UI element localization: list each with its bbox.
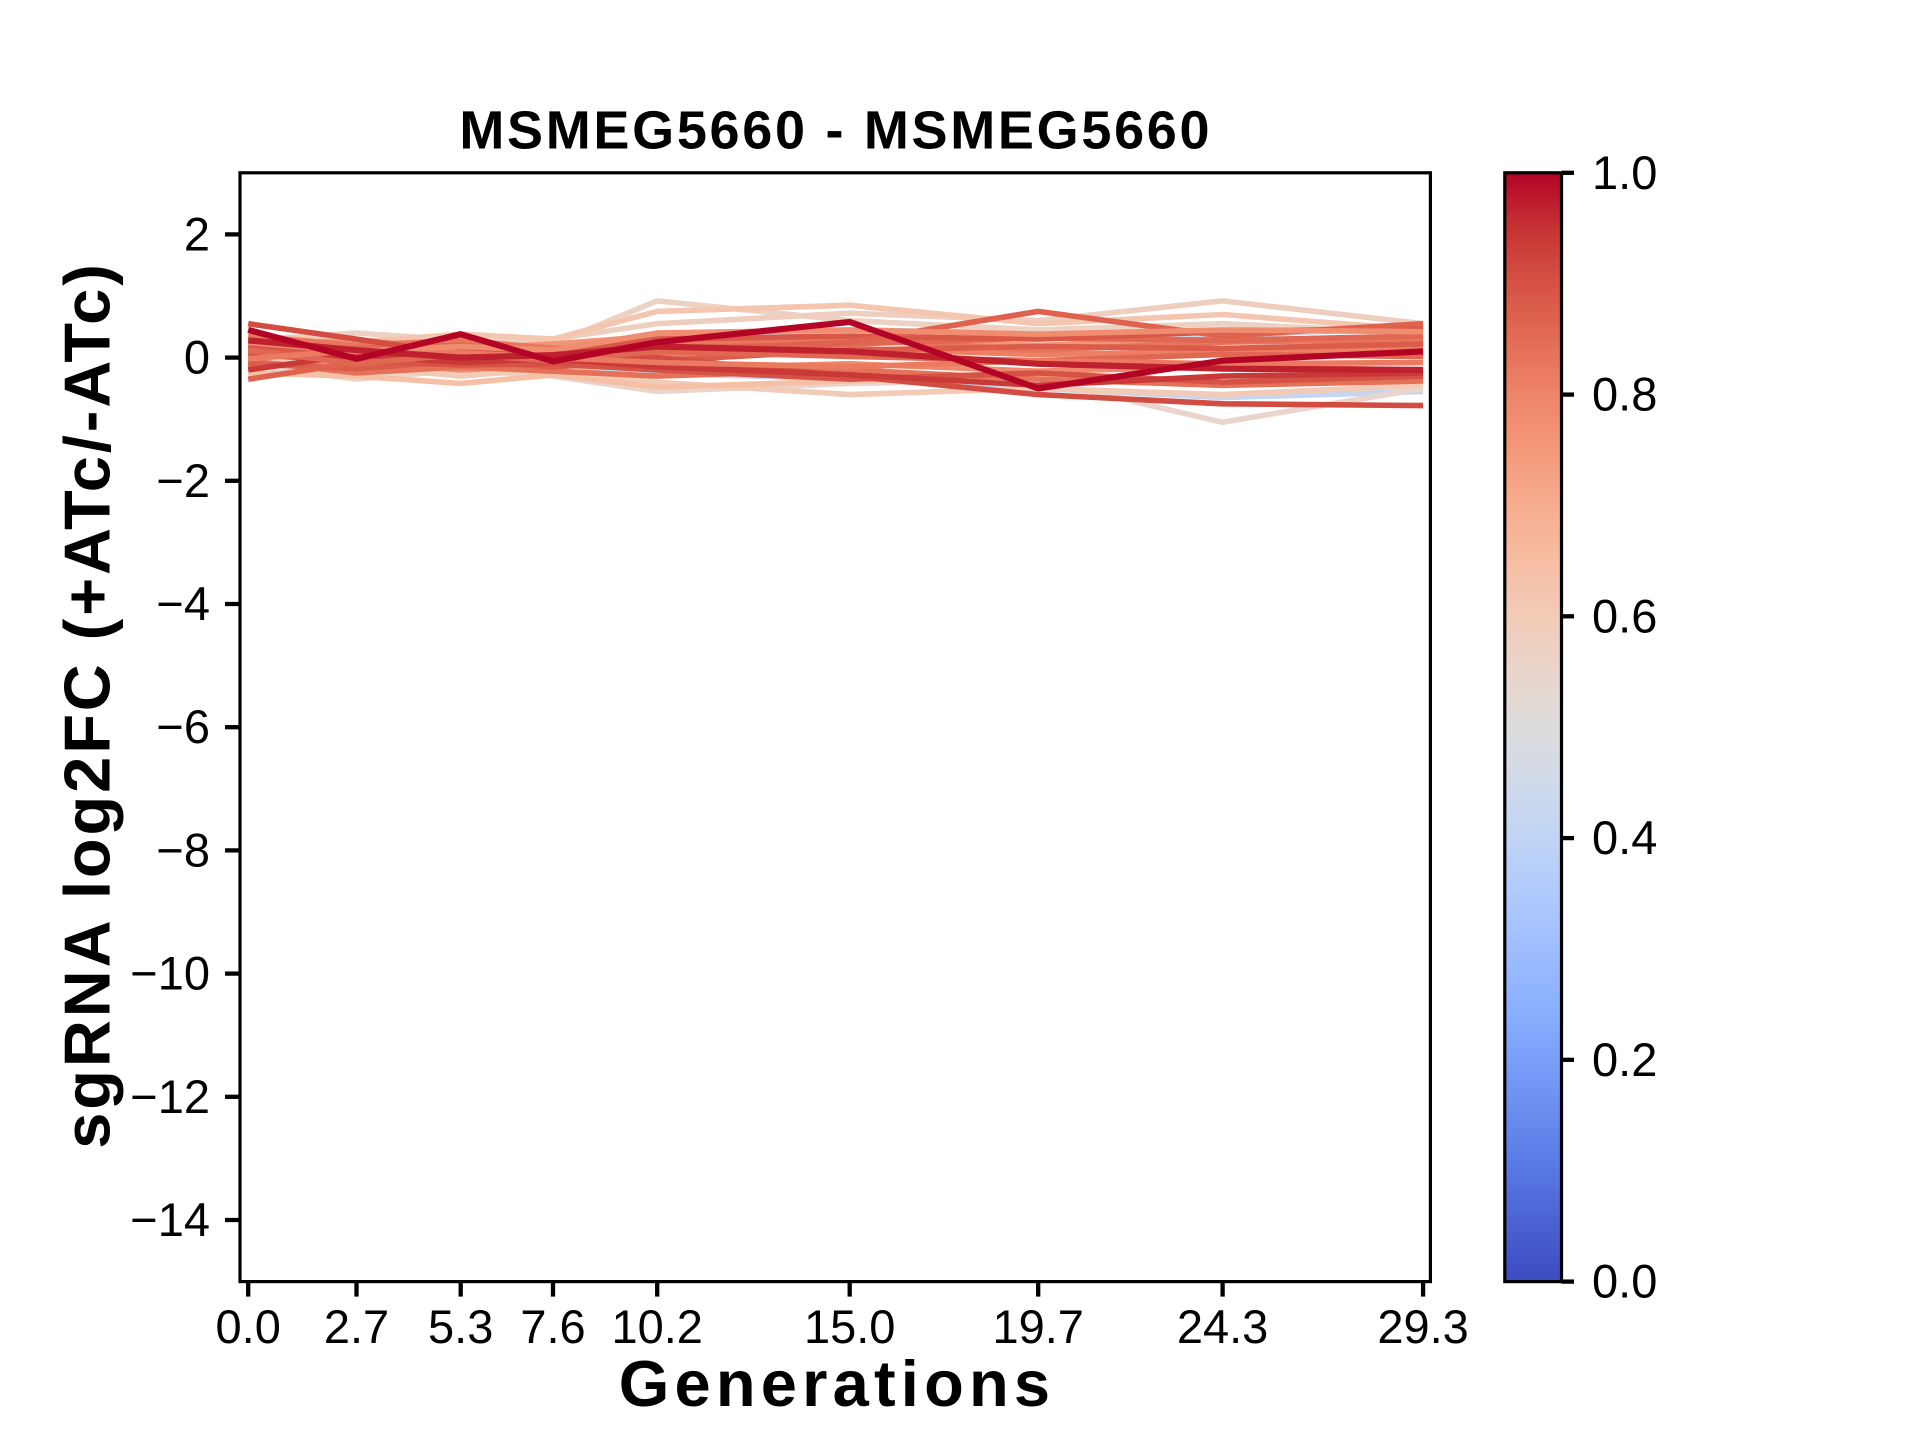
svg-text:Generations: Generations — [619, 1347, 1055, 1420]
svg-text:−14: −14 — [130, 1193, 210, 1246]
svg-text:0.2: 0.2 — [1592, 1033, 1657, 1086]
svg-text:−8: −8 — [156, 823, 210, 876]
svg-text:15.0: 15.0 — [804, 1300, 895, 1353]
svg-text:−2: −2 — [156, 454, 210, 507]
svg-text:19.7: 19.7 — [992, 1300, 1083, 1353]
svg-text:MSMEG5660 - MSMEG5660: MSMEG5660 - MSMEG5660 — [459, 101, 1212, 161]
svg-text:1.0: 1.0 — [1592, 146, 1657, 199]
svg-text:2.7: 2.7 — [324, 1300, 389, 1353]
svg-text:−4: −4 — [156, 577, 210, 630]
svg-text:0.0: 0.0 — [1592, 1255, 1657, 1308]
svg-text:−10: −10 — [130, 947, 210, 1000]
svg-text:0.6: 0.6 — [1592, 589, 1657, 642]
svg-text:29.3: 29.3 — [1377, 1300, 1468, 1353]
svg-text:0.4: 0.4 — [1592, 811, 1657, 864]
svg-text:−12: −12 — [130, 1070, 210, 1123]
svg-text:0: 0 — [184, 331, 210, 384]
svg-text:5.3: 5.3 — [428, 1300, 493, 1353]
svg-text:2: 2 — [184, 207, 210, 260]
svg-text:24.3: 24.3 — [1177, 1300, 1268, 1353]
svg-text:10.2: 10.2 — [611, 1300, 702, 1353]
svg-text:0.0: 0.0 — [216, 1300, 281, 1353]
svg-text:sgRNA log2FC (+ATc/-ATc): sgRNA log2FC (+ATc/-ATc) — [51, 261, 124, 1149]
svg-text:−6: −6 — [156, 700, 210, 753]
svg-text:0.8: 0.8 — [1592, 368, 1657, 421]
svg-text:7.6: 7.6 — [520, 1300, 585, 1353]
